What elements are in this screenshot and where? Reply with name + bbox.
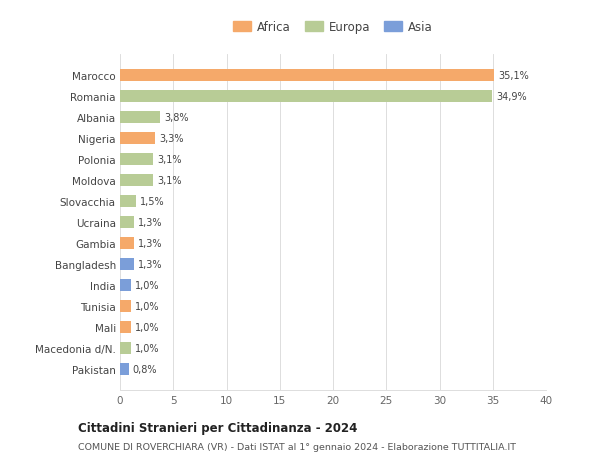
Bar bbox=[120, 196, 136, 207]
Text: COMUNE DI ROVERCHIARA (VR) - Dati ISTAT al 1° gennaio 2024 - Elaborazione TUTTIT: COMUNE DI ROVERCHIARA (VR) - Dati ISTAT … bbox=[78, 442, 516, 451]
Text: 1,3%: 1,3% bbox=[138, 218, 163, 228]
Text: 1,0%: 1,0% bbox=[135, 302, 160, 311]
Text: 1,0%: 1,0% bbox=[135, 280, 160, 291]
Bar bbox=[120, 238, 134, 249]
Text: 34,9%: 34,9% bbox=[496, 92, 527, 102]
Text: 35,1%: 35,1% bbox=[498, 71, 529, 81]
Text: 1,5%: 1,5% bbox=[140, 197, 165, 207]
Text: 3,8%: 3,8% bbox=[165, 113, 189, 123]
Bar bbox=[120, 259, 134, 270]
Text: 3,1%: 3,1% bbox=[157, 176, 182, 186]
Text: 1,3%: 1,3% bbox=[138, 239, 163, 248]
Bar bbox=[120, 112, 160, 123]
Bar bbox=[120, 70, 494, 82]
Bar bbox=[120, 175, 153, 186]
Bar bbox=[120, 91, 491, 103]
Bar bbox=[120, 322, 131, 333]
Bar bbox=[120, 342, 131, 354]
Legend: Africa, Europa, Asia: Africa, Europa, Asia bbox=[230, 17, 436, 38]
Text: 1,0%: 1,0% bbox=[135, 343, 160, 353]
Bar bbox=[120, 217, 134, 229]
Bar bbox=[120, 364, 128, 375]
Bar bbox=[120, 133, 155, 145]
Text: 1,3%: 1,3% bbox=[138, 259, 163, 269]
Text: 1,0%: 1,0% bbox=[135, 322, 160, 332]
Text: 3,3%: 3,3% bbox=[160, 134, 184, 144]
Bar bbox=[120, 301, 131, 312]
Text: 3,1%: 3,1% bbox=[157, 155, 182, 165]
Bar bbox=[120, 280, 131, 291]
Bar bbox=[120, 154, 153, 166]
Text: 0,8%: 0,8% bbox=[133, 364, 157, 374]
Text: Cittadini Stranieri per Cittadinanza - 2024: Cittadini Stranieri per Cittadinanza - 2… bbox=[78, 421, 358, 434]
